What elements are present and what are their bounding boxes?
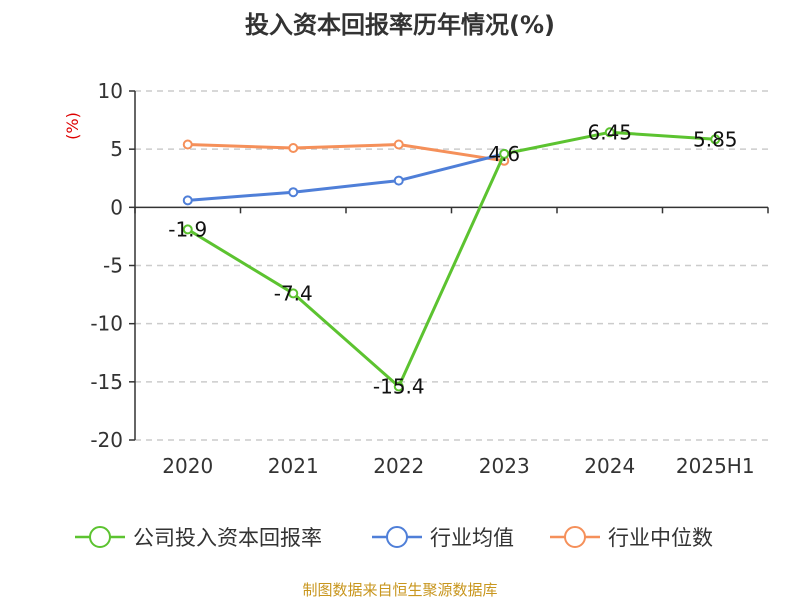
legend[interactable]: 公司投入资本回报率 行业均值 行业中位数 (75, 526, 713, 550)
series-line (187, 143, 505, 163)
data-point (393, 381, 404, 392)
data-point (182, 139, 193, 150)
data-point (288, 143, 299, 154)
grid-lines (135, 90, 768, 441)
data-point (288, 288, 299, 299)
legend-label: 行业中位数 (608, 526, 713, 550)
chart-title: 投入资本回报率历年情况(%) (245, 11, 555, 39)
data-point (499, 148, 510, 159)
legend-item[interactable]: 公司投入资本回报率 (75, 526, 322, 550)
legend-item[interactable]: 行业中位数 (550, 526, 713, 550)
data-label: 5.85 (693, 127, 738, 151)
data-label: -1.9 (168, 217, 207, 241)
source-note: 制图数据来自恒生聚源数据库 (302, 581, 497, 599)
data-label: 6.45 (587, 120, 632, 144)
data-point (288, 187, 299, 198)
data-point (393, 139, 404, 150)
x-tick-label: 2020 (162, 454, 213, 478)
data-label: -7.4 (274, 281, 313, 305)
legend-label: 行业均值 (430, 526, 514, 550)
data-point (182, 195, 193, 206)
legend-marker (564, 526, 586, 548)
y-axis-unit: (%) (63, 112, 82, 140)
data-point (604, 127, 615, 138)
x-tick-label: 2023 (479, 454, 530, 478)
y-tick-label: 0 (110, 195, 123, 219)
data-label: -15.4 (373, 374, 425, 398)
x-tick-label: 2024 (584, 454, 635, 478)
y-tick-label: 10 (98, 79, 123, 103)
legend-marker (386, 526, 408, 548)
y-tick-label: -10 (90, 312, 123, 336)
x-tick-label: 2021 (268, 454, 319, 478)
y-tick-label: -20 (90, 428, 123, 452)
series-line (187, 152, 505, 202)
data-label: 4.6 (488, 142, 520, 166)
legend-label: 公司投入资本回报率 (133, 526, 322, 550)
series-line (186, 130, 716, 388)
data-point (710, 134, 721, 145)
data-point (393, 175, 404, 186)
data-point (182, 224, 193, 235)
x-tick-label: 2025H1 (676, 454, 755, 478)
legend-item[interactable]: 行业均值 (372, 526, 514, 550)
y-tick-label: -15 (90, 370, 123, 394)
x-tick-label: 2022 (373, 454, 424, 478)
y-tick-label: 5 (110, 137, 123, 161)
data-labels: -1.9 -7.4 -15.4 4.6 6.45 5.85 (168, 120, 737, 398)
series-lines (182, 127, 721, 392)
legend-marker (89, 526, 111, 548)
axes: 10 5 0 -5 -10 -15 -20 2020 2021 2022 2023 2024 2025H… (90, 79, 769, 478)
y-tick-label: -5 (103, 254, 123, 278)
